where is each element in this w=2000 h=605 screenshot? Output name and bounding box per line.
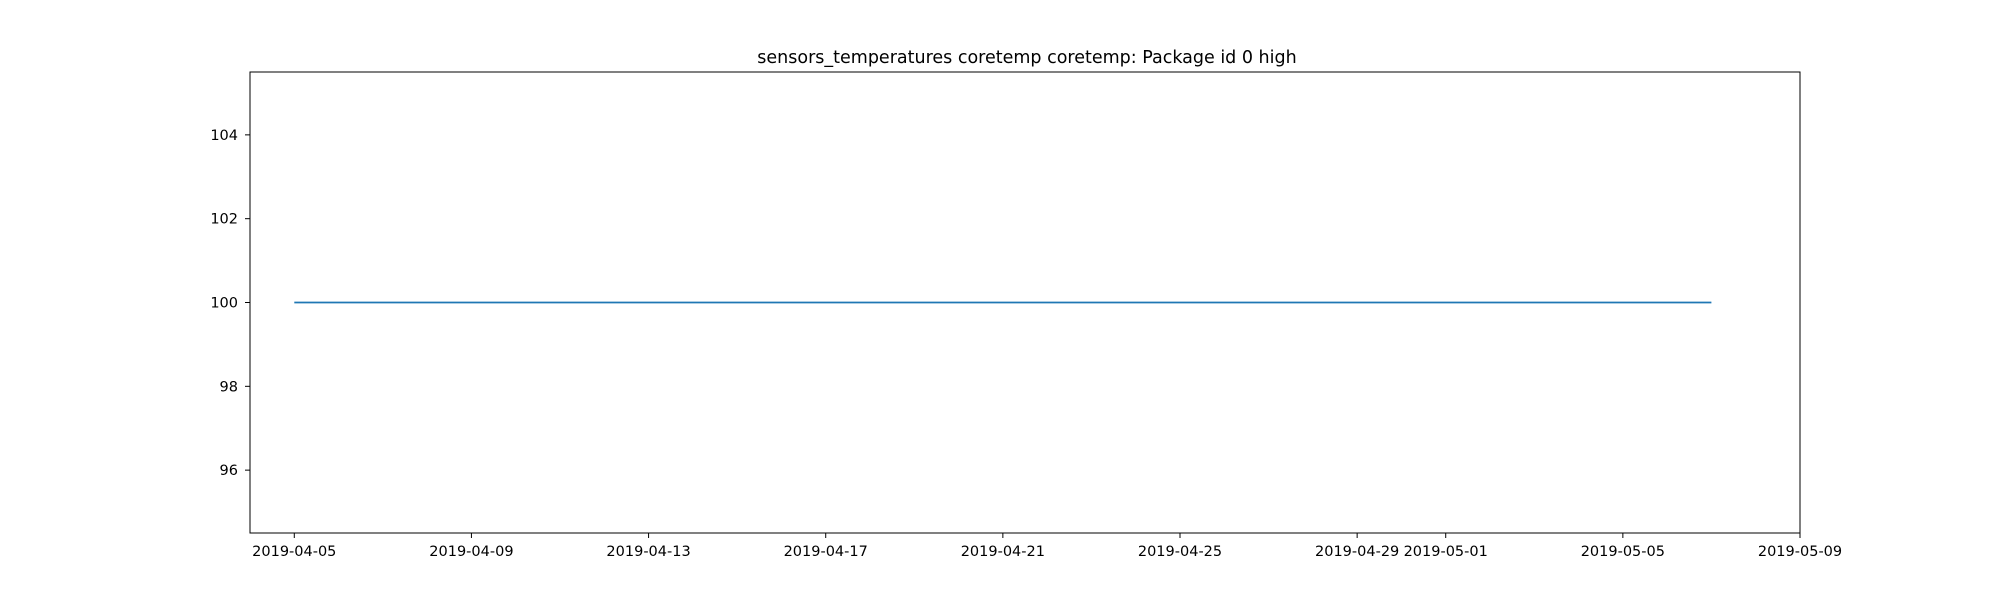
x-tick-label: 2019-05-05: [1581, 544, 1665, 560]
x-tick-label: 2019-04-17: [784, 544, 868, 560]
y-tick-label: 98: [220, 379, 238, 395]
x-tick-label: 2019-04-25: [1138, 544, 1222, 560]
x-tick-label: 2019-04-09: [429, 544, 513, 560]
y-tick-label: 104: [210, 128, 238, 144]
y-tick-label: 96: [220, 463, 238, 479]
x-tick-label: 2019-05-09: [1758, 544, 1842, 560]
x-tick-label: 2019-04-29: [1315, 544, 1399, 560]
x-tick-label: 2019-04-13: [606, 544, 690, 560]
x-tick-label: 2019-04-21: [961, 544, 1045, 560]
x-tick-label: 2019-05-01: [1404, 544, 1488, 560]
x-tick-label: 2019-04-05: [252, 544, 336, 560]
y-tick-label: 100: [210, 296, 238, 312]
chart-title: sensors_temperatures coretemp coretemp: …: [757, 48, 1296, 68]
y-tick-label: 102: [210, 212, 238, 228]
